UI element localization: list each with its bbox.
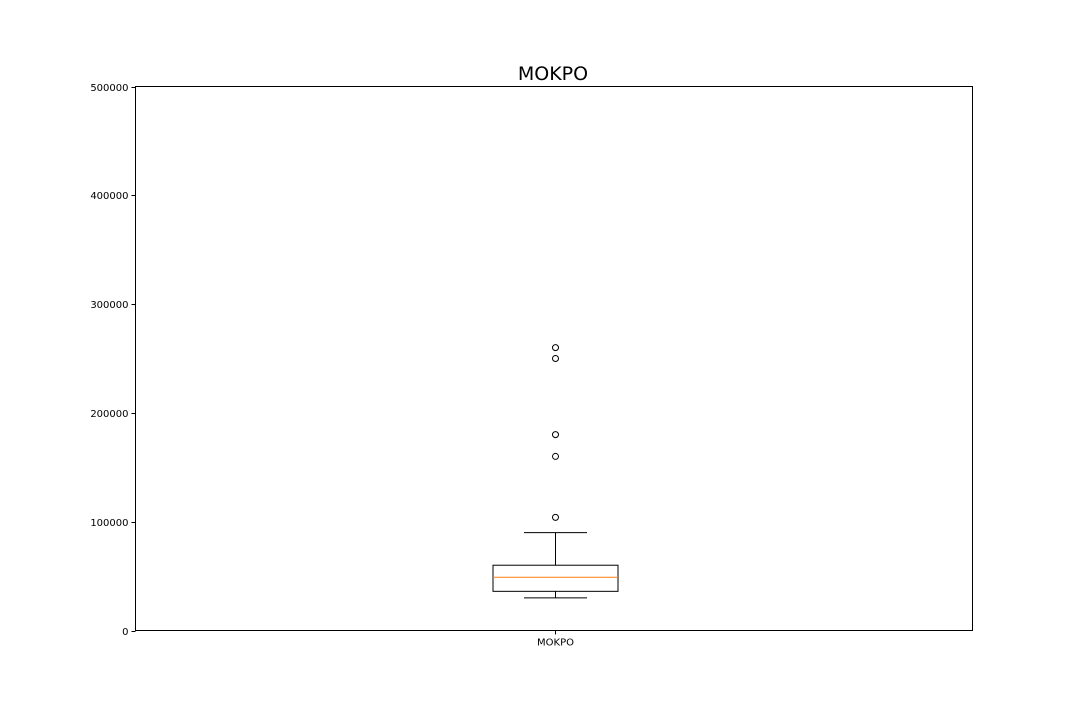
outlier-point [552, 355, 559, 362]
y-tick-label: 0 [122, 627, 128, 638]
box-group [492, 344, 619, 599]
y-tick-label: 100000 [90, 518, 128, 529]
outlier-point [552, 431, 559, 439]
x-axis: MOKPO [537, 630, 574, 649]
y-tick-label: 300000 [90, 300, 128, 311]
y-tick-label: 400000 [90, 191, 128, 202]
y-axis: 0 100000 200000 300000 400000 500000 [90, 83, 136, 638]
y-tick-label: 200000 [90, 409, 128, 420]
iqr-box [492, 564, 619, 592]
chart-title: MOKPO [518, 63, 588, 85]
outlier-point [552, 513, 559, 521]
y-tick-label: 500000 [90, 83, 128, 94]
outlier-point [552, 452, 559, 460]
plot-frame [135, 86, 973, 631]
outlier-point [552, 344, 559, 352]
x-tick-label: MOKPO [537, 638, 574, 649]
